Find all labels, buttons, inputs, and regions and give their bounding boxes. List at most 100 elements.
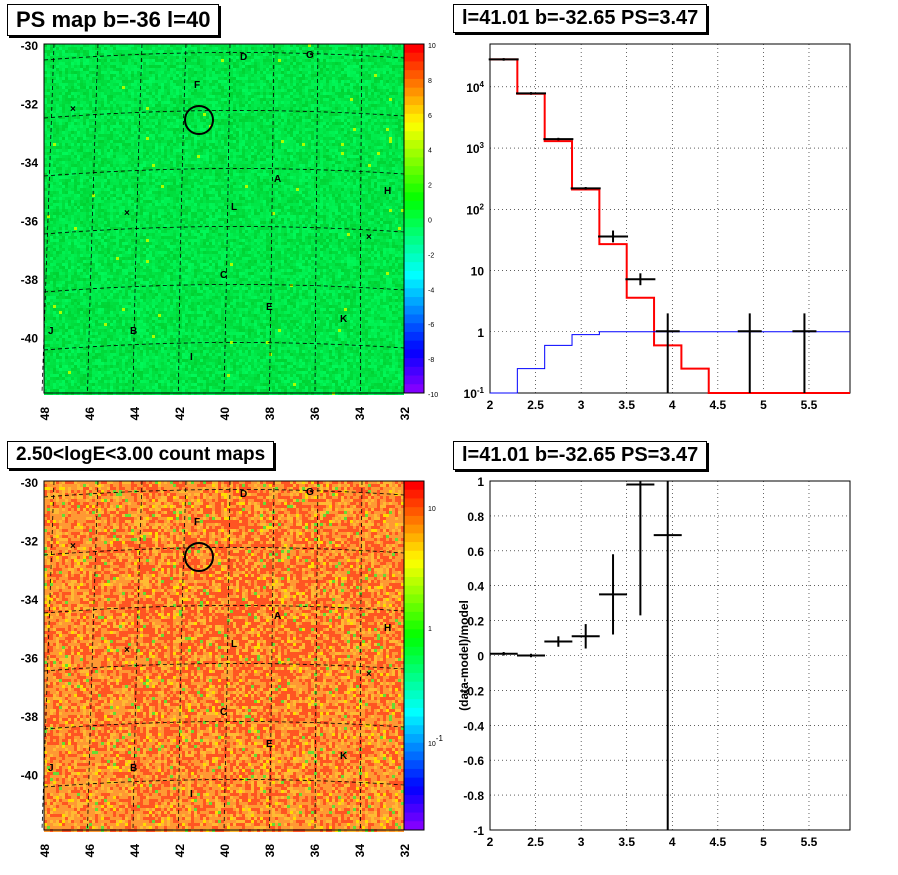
heatmap-cell xyxy=(206,101,209,104)
heatmap-cell xyxy=(53,128,56,131)
heatmap-cell xyxy=(251,113,254,116)
heatmap-cell xyxy=(125,101,128,104)
heatmap-cell xyxy=(65,161,68,164)
heatmap-cell xyxy=(158,116,161,119)
heatmap-cell xyxy=(167,143,170,146)
heatmap-cell xyxy=(77,92,80,95)
heatmap-cell xyxy=(383,86,386,89)
heatmap-cell xyxy=(197,98,200,101)
heatmap-cell xyxy=(368,50,371,53)
heatmap-cell xyxy=(251,59,254,62)
heatmap-cell xyxy=(62,47,65,50)
heatmap-cell xyxy=(152,152,155,155)
heatmap-cell xyxy=(317,155,320,158)
heatmap-cell xyxy=(326,158,329,161)
heatmap-cell xyxy=(257,83,260,86)
heatmap-cell xyxy=(335,119,338,122)
heatmap-cell xyxy=(284,122,287,125)
heatmap-cell xyxy=(71,74,74,77)
heatmap-cell xyxy=(53,89,56,92)
heatmap-cell xyxy=(155,155,158,158)
heatmap-cell xyxy=(158,143,161,146)
heatmap-cell xyxy=(233,86,236,89)
heatmap-cell xyxy=(302,164,305,167)
heatmap-cell xyxy=(233,98,236,101)
heatmap-cell xyxy=(266,161,269,164)
heatmap-cell xyxy=(161,152,164,155)
heatmap-cell xyxy=(140,113,143,116)
heatmap-cell xyxy=(254,71,257,74)
heatmap-cell xyxy=(296,116,299,119)
heatmap-cell xyxy=(299,95,302,98)
heatmap-cell xyxy=(218,71,221,74)
heatmap-cell xyxy=(176,74,179,77)
heatmap-cell xyxy=(278,155,281,158)
heatmap-cell xyxy=(326,110,329,113)
heatmap-cell xyxy=(101,158,104,161)
heatmap-cell xyxy=(302,125,305,128)
heatmap-cell xyxy=(248,92,251,95)
heatmap-cell xyxy=(344,137,347,140)
heatmap-cell xyxy=(152,62,155,65)
heatmap-cell xyxy=(251,122,254,125)
heatmap-cell xyxy=(257,134,260,137)
heatmap-cell xyxy=(350,125,353,128)
heatmap-cell xyxy=(314,50,317,53)
heatmap-cell xyxy=(353,95,356,98)
heatmap-cell xyxy=(269,131,272,134)
heatmap-cell xyxy=(383,95,386,98)
heatmap-cell xyxy=(248,131,251,134)
heatmap-cell xyxy=(59,68,62,71)
heatmap-cell xyxy=(284,158,287,161)
heatmap-cell xyxy=(230,143,233,146)
heatmap-cell xyxy=(119,77,122,80)
heatmap-cell xyxy=(227,104,230,107)
heatmap-cell xyxy=(269,149,272,152)
heatmap-cell xyxy=(302,98,305,101)
heatmap-cell xyxy=(101,104,104,107)
heatmap-cell xyxy=(83,110,86,113)
heatmap-cell xyxy=(341,116,344,119)
heatmap-cell xyxy=(350,86,353,89)
heatmap-cell xyxy=(89,152,92,155)
heatmap-cell xyxy=(311,122,314,125)
heatmap-cell xyxy=(362,68,365,71)
heatmap-cell xyxy=(203,47,206,50)
heatmap-cell xyxy=(134,140,137,143)
heatmap-cell xyxy=(80,149,83,152)
heatmap-cell xyxy=(284,161,287,164)
heatmap-cell xyxy=(383,50,386,53)
heatmap-cell xyxy=(251,77,254,80)
heatmap-cell xyxy=(383,134,386,137)
heatmap-cell xyxy=(104,68,107,71)
heatmap-cell xyxy=(53,104,56,107)
heatmap-cell xyxy=(218,107,221,110)
heatmap-cell xyxy=(287,83,290,86)
heatmap-cell xyxy=(386,119,389,122)
heatmap-cell xyxy=(275,125,278,128)
heatmap-cell xyxy=(371,47,374,50)
heatmap-cell xyxy=(101,50,104,53)
heatmap-cell xyxy=(119,56,122,59)
heatmap-cell xyxy=(305,137,308,140)
heatmap-cell xyxy=(152,164,155,167)
heatmap-cell xyxy=(80,125,83,128)
heatmap-cell xyxy=(107,164,110,167)
heatmap-cell xyxy=(269,68,272,71)
heatmap-cell xyxy=(140,125,143,128)
heatmap-cell xyxy=(56,107,59,110)
heatmap-cell xyxy=(329,137,332,140)
heatmap-cell xyxy=(47,155,50,158)
heatmap-cell xyxy=(224,107,227,110)
heatmap-cell xyxy=(59,158,62,161)
heatmap-cell xyxy=(110,131,113,134)
heatmap-cell xyxy=(224,143,227,146)
heatmap-cell xyxy=(383,116,386,119)
heatmap-cell xyxy=(164,119,167,122)
heatmap-cell xyxy=(392,77,395,80)
heatmap-cell xyxy=(302,80,305,83)
heatmap-cell xyxy=(236,53,239,56)
heatmap-cell xyxy=(233,125,236,128)
heatmap-cell xyxy=(155,95,158,98)
heatmap-cell xyxy=(320,149,323,152)
